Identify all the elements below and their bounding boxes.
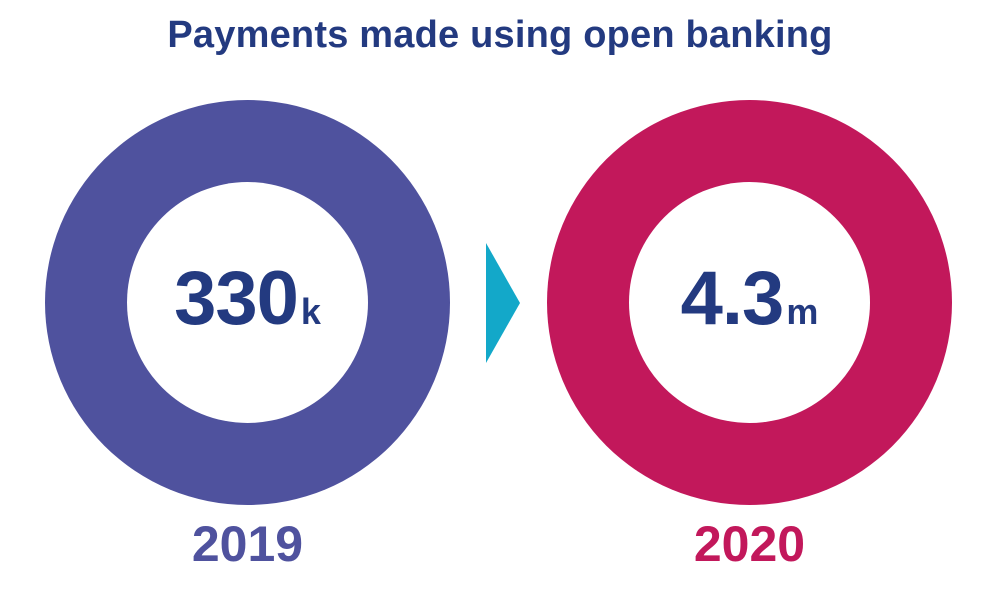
- value-unit-2020: m: [786, 291, 819, 332]
- value-label-2019: 330 k: [174, 255, 321, 342]
- ring-2019: 330 k: [45, 100, 450, 505]
- value-number-2019: 330: [174, 256, 299, 341]
- value-unit-2019: k: [300, 291, 321, 332]
- ring-hole-2019: 330 k: [127, 182, 368, 423]
- ring-hole-2020: 4.3 m: [629, 182, 870, 423]
- chart-title: Payments made using open banking: [167, 14, 833, 56]
- value-number-2020: 4.3: [680, 256, 785, 341]
- year-label-2020: 2020: [693, 516, 806, 572]
- value-label-2020: 4.3 m: [681, 255, 819, 342]
- ring-2020: 4.3 m: [547, 100, 952, 505]
- year-label-2019: 2019: [191, 516, 304, 572]
- right-arrow-icon: [486, 243, 520, 363]
